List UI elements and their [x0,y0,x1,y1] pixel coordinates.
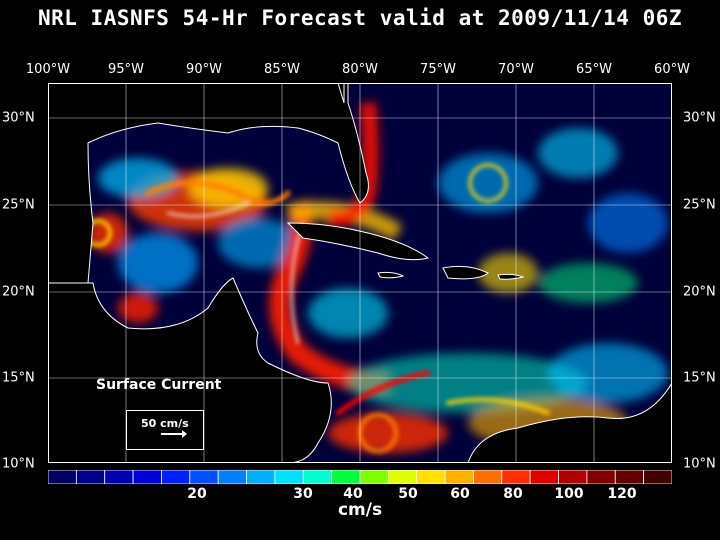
colorbar-swatch [132,470,162,484]
vector-scale-box: 50 cm/s [126,410,204,450]
lat-label: 30°N [683,110,716,126]
map-title: NRL IASNFS 54-Hr Forecast valid at 2009/… [37,6,682,30]
colorbar-swatch [444,470,474,484]
colorbar-swatch [359,470,389,484]
colorbar-swatch [558,470,588,484]
lat-label: 20°N [2,284,35,300]
current-map [48,83,672,463]
lon-label: 70°W [498,62,534,77]
colorbar-swatch [75,470,106,484]
colorbar-swatch [274,470,304,484]
colorbar-label: 60 [450,486,470,502]
lon-label: 85°W [264,62,300,77]
colorbar-swatch [614,470,645,484]
lon-label: 60°W [654,62,690,77]
colorbar-label: 40 [343,486,363,502]
colorbar-unit: cm/s [337,500,383,520]
lat-label: 15°N [683,370,716,386]
colorbar-swatch [189,470,219,484]
colorbar-swatch [161,470,191,484]
lat-label: 10°N [2,456,35,472]
colorbar-label: 120 [607,486,637,502]
lat-label: 10°N [683,456,716,472]
lon-label: 80°W [342,62,378,77]
lon-label: 75°W [420,62,456,77]
colorbar-swatch [529,470,559,484]
lat-label: 20°N [683,284,716,300]
vector-scale-arrow-icon [161,430,187,438]
land [48,83,672,463]
colorbar-swatch [643,470,672,484]
colorbar-label: 20 [187,486,207,502]
colorbar-swatch [246,470,276,484]
vector-scale-label: 50 cm/s [141,417,189,430]
colorbar-swatch [586,470,616,484]
colorbar-label: 30 [293,486,313,502]
colorbar-swatch [217,470,247,484]
legend-title: Surface Current [96,377,222,393]
lat-label: 25°N [2,197,35,213]
colorbar-swatch [501,470,531,484]
colorbar-swatch [473,470,503,484]
current-speed-field [88,102,668,453]
colorbar-swatch [104,470,134,484]
colorbar-swatch [48,470,77,484]
colorbar-label: 100 [554,486,584,502]
colorbar-swatch [331,470,361,484]
lat-label: 15°N [2,370,35,386]
colorbar-label: 50 [398,486,418,502]
colorbar-swatch [387,470,418,484]
colorbar-label: 80 [503,486,523,502]
lon-label: 65°W [576,62,612,77]
lon-label: 100°W [25,62,71,77]
colorbar-swatch [416,470,446,484]
colorbar [48,470,672,484]
lon-label: 90°W [186,62,222,77]
graticule [48,83,672,463]
lat-label: 30°N [2,110,35,126]
lat-label: 25°N [683,197,716,213]
lon-label: 95°W [108,62,144,77]
colorbar-swatch [302,470,333,484]
